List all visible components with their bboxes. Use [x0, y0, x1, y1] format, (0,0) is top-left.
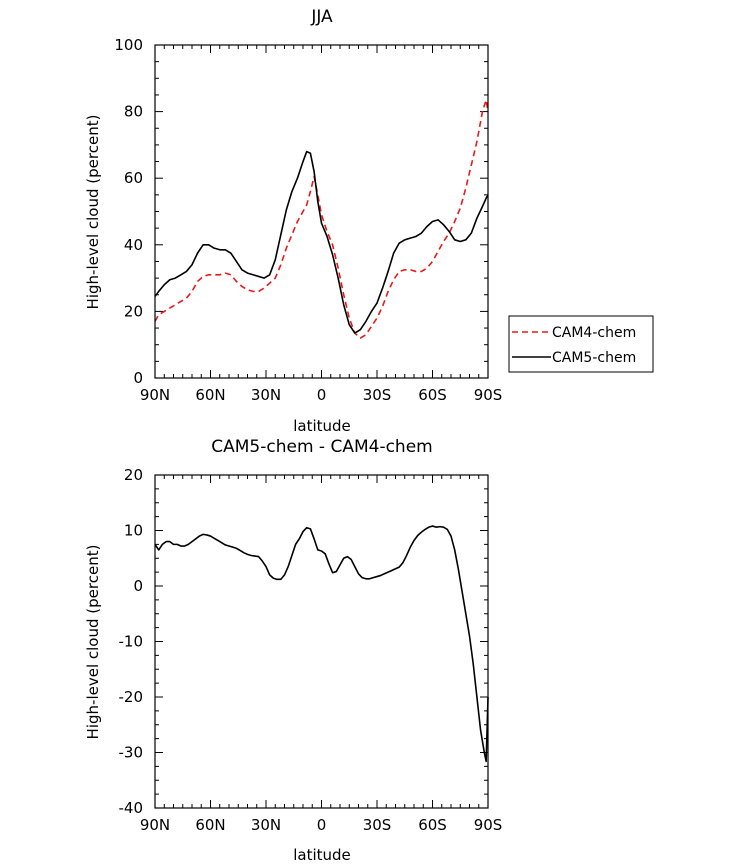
top-series-line-cam4-chem [154, 99, 489, 339]
y-tick-label: 100 [114, 36, 143, 54]
bottom-series-line-difference [154, 525, 489, 763]
y-tick-label: -30 [119, 744, 144, 762]
top-chart-ticks [154, 44, 489, 379]
top-chart-tick-labels: 90N 60N 30N 0 30S 60S 90S 0 20 40 60 80 100 [114, 36, 502, 404]
top-series-line-cam5-chem [154, 150, 489, 334]
y-tick-label: 0 [133, 369, 143, 387]
legend-cam5-label: CAM5-chem [552, 350, 636, 366]
legend-box [508, 315, 654, 373]
x-tick-label: 30N [251, 816, 281, 834]
top-chart-ylabel: High-level cloud (percent) [84, 115, 102, 310]
x-tick-label: 0 [317, 386, 327, 404]
y-tick-label: -40 [119, 799, 144, 817]
x-tick-label: 60N [195, 386, 225, 404]
y-tick-label: 40 [124, 236, 143, 254]
x-tick-label: 90S [474, 816, 503, 834]
bottom-chart-ylabel: High-level cloud (percent) [84, 545, 102, 740]
bottom-chart-tick-labels: 90N 60N 30N 0 30S 60S 90S -40 -30 -20 -10 0 10 20 [119, 466, 503, 834]
bottom-chart-title: CAM5-chem - CAM4-chem [211, 437, 432, 457]
x-tick-label: 30S [363, 816, 392, 834]
top-chart-xlabel: latitude [293, 417, 351, 435]
legend-cam4-label: CAM4-chem [552, 325, 636, 341]
x-tick-label: 30N [251, 386, 281, 404]
top-chart-panel: JJA 90N 60N 30N 0 30S 60S 90S 0 20 40 60 80 100 lati… [84, 7, 502, 435]
top-chart-title: JJA [310, 7, 333, 27]
bottom-chart-panel: CAM5-chem - CAM4-chem 90N 60N 30N 0 30S 60S 90… [84, 437, 502, 864]
bottom-chart-ticks [154, 474, 489, 809]
y-tick-label: 20 [124, 302, 143, 320]
y-tick-label: 0 [133, 577, 143, 595]
x-tick-label: 60N [195, 816, 225, 834]
y-tick-label: 10 [124, 522, 143, 540]
y-tick-label: -10 [119, 633, 144, 651]
x-tick-label: 30S [363, 386, 392, 404]
x-tick-label: 60S [418, 386, 447, 404]
x-tick-label: 60S [418, 816, 447, 834]
bottom-chart-xlabel: latitude [293, 846, 351, 864]
y-tick-label: 80 [124, 103, 143, 121]
x-tick-label: 90N [140, 386, 170, 404]
bottom-chart-frame [154, 474, 489, 809]
x-tick-label: 90S [474, 386, 503, 404]
x-tick-label: 0 [317, 816, 327, 834]
y-tick-label: 60 [124, 169, 143, 187]
y-tick-label: 20 [124, 466, 143, 484]
top-chart-series [154, 99, 489, 339]
y-tick-label: -20 [119, 688, 144, 706]
bottom-chart-series [154, 525, 489, 763]
x-tick-label: 90N [140, 816, 170, 834]
top-chart-frame [154, 44, 489, 379]
legend: CAM4-chem CAM5-chem [508, 315, 654, 373]
